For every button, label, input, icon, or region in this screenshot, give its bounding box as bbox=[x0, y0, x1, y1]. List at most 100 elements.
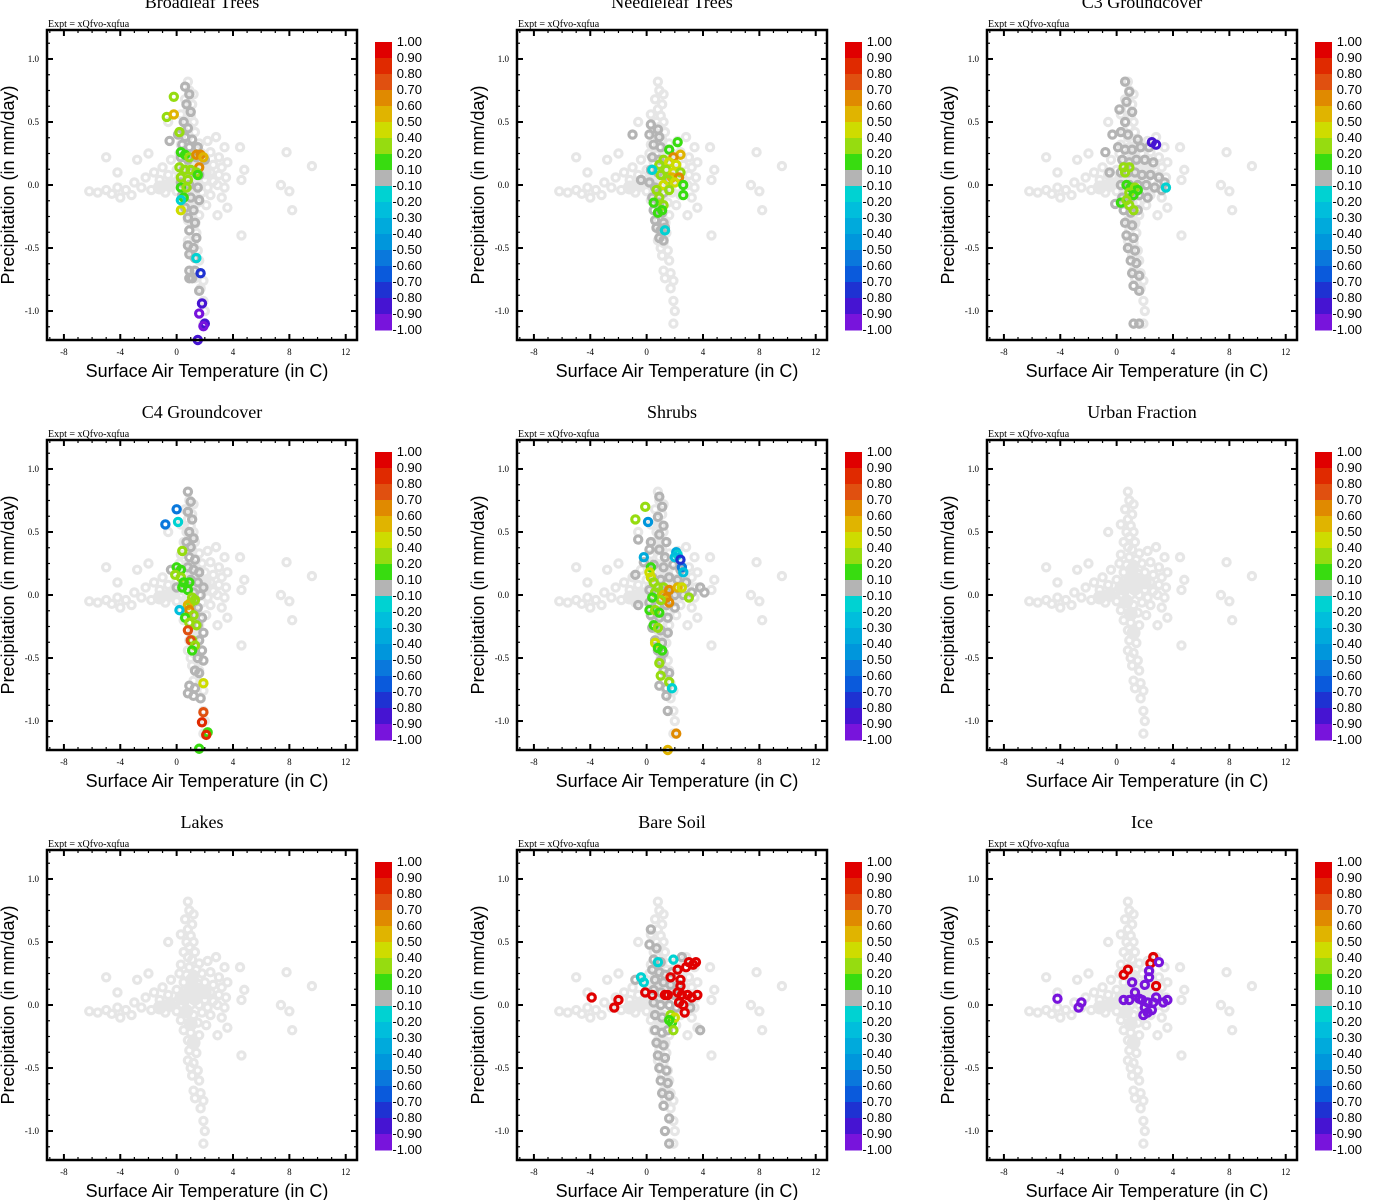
colorbar-bin bbox=[1315, 676, 1332, 693]
highlight-point bbox=[192, 169, 203, 181]
colorbar-label: 0.80 bbox=[867, 886, 892, 901]
background-point bbox=[756, 615, 768, 626]
tile-point bbox=[1133, 270, 1145, 281]
highlight-point bbox=[654, 607, 665, 618]
colorbar-bin bbox=[1315, 298, 1332, 315]
x-tick-label: 8 bbox=[287, 1167, 292, 1177]
highlight-point bbox=[198, 152, 209, 163]
colorbar-label: 0.60 bbox=[1337, 508, 1362, 523]
colorbar-bin bbox=[375, 234, 392, 251]
highlight-point bbox=[644, 567, 655, 578]
y-tick-label: 1.0 bbox=[968, 54, 980, 64]
x-axis-label: Surface Air Temperature (in C) bbox=[86, 361, 329, 381]
background-point bbox=[1119, 914, 1131, 925]
colorbar-bin bbox=[375, 218, 392, 235]
colorbar-bin bbox=[375, 122, 392, 139]
points-layer bbox=[554, 896, 788, 1149]
x-tick-label: 8 bbox=[287, 757, 292, 767]
colorbar-label: -0.80 bbox=[862, 1110, 892, 1125]
colorbar-label: -0.10 bbox=[862, 998, 892, 1013]
colorbar-label: 0.60 bbox=[1337, 918, 1362, 933]
colorbar-label: 0.90 bbox=[397, 870, 422, 885]
panel-title: Lakes bbox=[181, 812, 224, 832]
background-point bbox=[652, 896, 664, 907]
x-tick-label: 12 bbox=[1281, 347, 1290, 357]
highlight-point bbox=[675, 167, 686, 178]
colorbar-bin bbox=[375, 282, 392, 299]
background-point bbox=[1055, 602, 1066, 613]
colorbar-label: -0.70 bbox=[862, 274, 892, 289]
colorbar-label: -0.10 bbox=[1332, 588, 1362, 603]
background-point bbox=[1088, 987, 1100, 998]
background-point bbox=[754, 1006, 765, 1017]
x-tick-label: 0 bbox=[174, 347, 179, 357]
background-point bbox=[202, 955, 213, 967]
background-point bbox=[1179, 574, 1190, 586]
background-point bbox=[184, 941, 195, 953]
x-tick-label: 0 bbox=[174, 757, 179, 767]
background-point bbox=[112, 577, 123, 588]
background-point bbox=[106, 1008, 118, 1020]
highlight-point bbox=[638, 551, 650, 563]
highlight-point bbox=[692, 989, 703, 1001]
y-axis-label: Precipitation (in mm/day) bbox=[468, 495, 488, 694]
colorbar-bin bbox=[845, 724, 862, 741]
background-point bbox=[576, 598, 588, 610]
colorbar-label: -0.70 bbox=[392, 1094, 422, 1109]
colorbar: 1.000.900.800.700.600.500.400.200.10-0.1… bbox=[845, 444, 892, 747]
colorbar-label: -0.10 bbox=[862, 588, 892, 603]
tile-point bbox=[1133, 285, 1145, 297]
colorbar-bin bbox=[375, 958, 392, 975]
background-point bbox=[585, 1012, 596, 1023]
colorbar-label: -0.90 bbox=[862, 306, 892, 321]
tile-point bbox=[658, 520, 669, 531]
tile-point bbox=[1100, 147, 1111, 158]
background-point bbox=[112, 182, 123, 193]
tile-point bbox=[638, 557, 650, 568]
experiment-label: Expt = xQfvo-xqfua bbox=[988, 429, 1070, 440]
panel-title: Needleleaf Trees bbox=[611, 0, 732, 12]
background-point bbox=[236, 584, 247, 596]
x-tick-label: -8 bbox=[60, 1167, 68, 1177]
y-axis-label: Precipitation (in mm/day) bbox=[938, 85, 958, 284]
background-point bbox=[1152, 1030, 1163, 1041]
colorbar-label: -0.80 bbox=[862, 290, 892, 305]
y-tick-label: 0.5 bbox=[968, 937, 980, 947]
y-tick-label: -0.5 bbox=[25, 653, 40, 663]
background-point bbox=[162, 936, 174, 948]
highlight-point bbox=[654, 192, 665, 203]
experiment-label: Expt = xQfvo-xqfua bbox=[518, 429, 600, 440]
colorbar-bin bbox=[375, 516, 392, 533]
background-point bbox=[1126, 1070, 1138, 1081]
highlight-point bbox=[663, 144, 675, 155]
colorbar-bin bbox=[845, 532, 862, 549]
tile-point bbox=[192, 182, 203, 193]
colorbar-bin bbox=[1315, 106, 1332, 123]
colorbar-bin bbox=[1315, 186, 1332, 203]
background-point bbox=[286, 1025, 298, 1036]
x-tick-label: -8 bbox=[530, 757, 538, 767]
colorbar-label: -0.80 bbox=[1332, 290, 1362, 305]
highlight-point bbox=[160, 519, 171, 530]
background-point bbox=[219, 961, 230, 973]
highlight-point bbox=[675, 554, 686, 565]
background-point bbox=[162, 169, 174, 181]
background-point bbox=[1226, 1025, 1238, 1036]
background-point bbox=[706, 174, 717, 186]
background-point bbox=[236, 994, 247, 1006]
colorbar-bin bbox=[1315, 708, 1332, 725]
tile-point bbox=[182, 212, 194, 223]
background-point bbox=[1102, 116, 1114, 128]
background-point bbox=[1246, 980, 1258, 992]
colorbar-bin bbox=[375, 724, 392, 741]
tile-point bbox=[1121, 96, 1132, 108]
colorbar-bin bbox=[375, 910, 392, 927]
background-point bbox=[198, 1138, 209, 1149]
y-tick-label: 0.5 bbox=[968, 117, 980, 127]
tile-point bbox=[654, 491, 665, 502]
y-tick-label: 0.0 bbox=[968, 180, 980, 190]
background-point bbox=[1145, 599, 1156, 611]
background-point bbox=[1174, 961, 1186, 973]
background-point bbox=[709, 164, 720, 176]
colorbar: 1.000.900.800.700.600.500.400.200.10-0.1… bbox=[845, 34, 892, 337]
